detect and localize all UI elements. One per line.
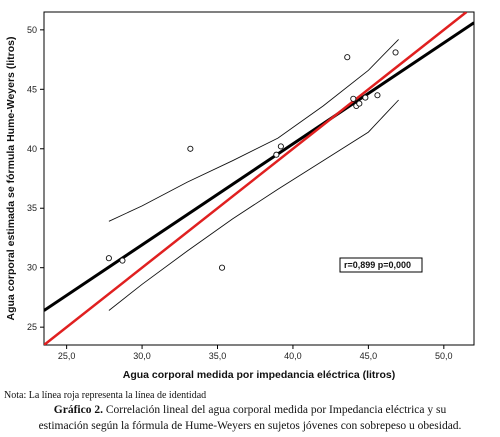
x-tick-label: 40,0: [284, 351, 302, 361]
data-point: [277, 143, 284, 150]
y-tick-label: 25: [27, 322, 37, 332]
data-point: [392, 49, 399, 56]
data-point: [356, 100, 363, 107]
data-point: [119, 257, 126, 264]
data-point: [105, 255, 112, 262]
x-tick-label: 25,0: [58, 351, 76, 361]
data-point: [344, 54, 351, 61]
axis-ticks: 25,0 30,0 35,0 40,0 45,0 50,0 25 30 35 40 45 50: [27, 25, 453, 361]
x-tick-label: 30,0: [133, 351, 151, 361]
x-tick-label: 35,0: [209, 351, 227, 361]
x-tick-label: 45,0: [360, 351, 378, 361]
chart-note: Nota: La línea roja representa la línea …: [4, 390, 207, 401]
x-tick-label: 50,0: [435, 351, 453, 361]
data-point: [362, 94, 369, 101]
y-tick-label: 30: [27, 263, 37, 273]
chart-marks: [44, 12, 474, 345]
caption-line-1: Correlación lineal del agua corporal med…: [102, 404, 447, 416]
y-tick-label: 35: [27, 203, 37, 213]
identity-line: [44, 12, 468, 345]
data-point: [187, 145, 194, 152]
stat-annotation-box: [339, 257, 423, 273]
y-tick-label: 45: [27, 84, 37, 94]
caption-lead: Gráfico 2.: [53, 404, 103, 416]
y-axis-label: Agua corporal estimada se fórmula Hume-W…: [5, 37, 17, 321]
y-tick-label: 40: [27, 144, 37, 154]
stat-annotation: r=0,899 p=0,000: [339, 257, 423, 273]
line-group: [44, 12, 474, 345]
x-axis-label: Agua corporal medida por impedancia eléc…: [123, 369, 396, 381]
data-point: [273, 151, 280, 158]
scatter-chart: 25,0 30,0 35,0 40,0 45,0 50,0 25 30 35 40 45 50 r=0…: [5, 11, 475, 381]
figure-caption: Gráfico 2. Correlación lineal del agua c…: [0, 402, 500, 434]
stat-annotation-text: r=0,899 p=0,000: [344, 260, 411, 270]
y-tick-label: 50: [27, 25, 37, 35]
data-point: [218, 264, 226, 271]
regression-line: [44, 21, 474, 312]
caption-line-2: estimación según la fórmula de Hume-Weye…: [38, 420, 462, 432]
data-point: [374, 92, 381, 99]
confidence-band-upper: [108, 39, 399, 222]
confidence-band-lower: [108, 99, 399, 311]
data-point: [350, 95, 357, 102]
